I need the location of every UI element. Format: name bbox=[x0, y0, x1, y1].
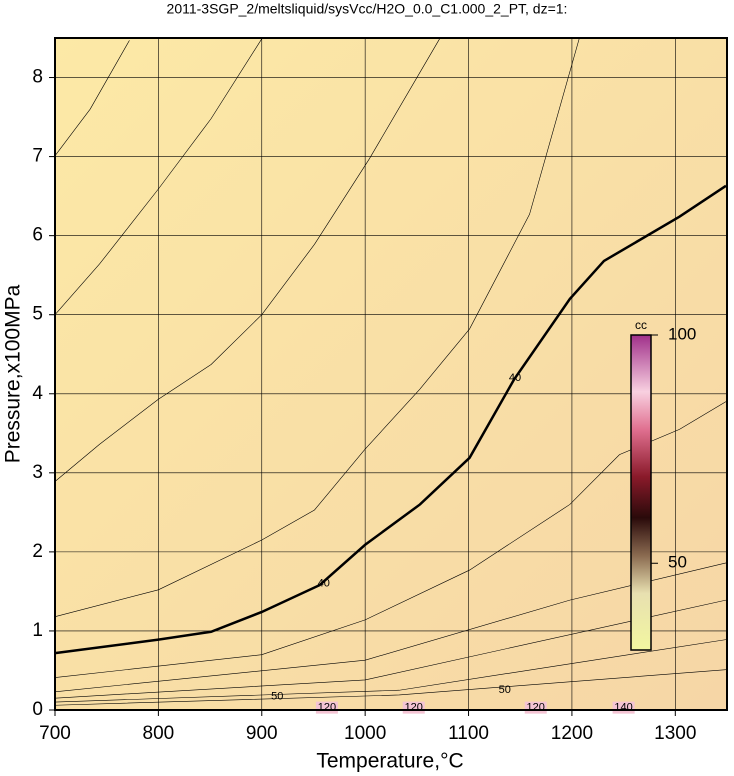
contour-label: 50 bbox=[271, 690, 283, 702]
contour-label: 50 bbox=[499, 684, 511, 696]
y-tick-label: 4 bbox=[32, 383, 43, 404]
plot-frame bbox=[54, 37, 728, 711]
contour-line bbox=[54, 599, 727, 699]
contour-line bbox=[54, 639, 727, 703]
colorbar: cc 50 100 bbox=[630, 318, 696, 651]
colorbar-label: cc bbox=[635, 318, 647, 332]
contour-line bbox=[54, 401, 727, 678]
y-tick-label: 6 bbox=[32, 225, 43, 246]
contour-label: 40 bbox=[509, 372, 521, 384]
contour-label: 120 bbox=[527, 702, 545, 714]
colorbar-tick-label: 50 bbox=[668, 553, 687, 572]
y-tick-label: 7 bbox=[32, 146, 43, 167]
x-tick-label: 900 bbox=[246, 723, 278, 744]
y-tick-label: 5 bbox=[32, 304, 43, 325]
contour-label: 120 bbox=[318, 702, 336, 714]
contour-line bbox=[54, 38, 440, 482]
colorbar-tick-label: 100 bbox=[668, 324, 696, 343]
y-tick-label: 3 bbox=[32, 462, 43, 483]
x-tick-label: 800 bbox=[143, 723, 175, 744]
plot-background bbox=[55, 38, 727, 710]
contour-line bbox=[54, 40, 130, 156]
contour-line bbox=[54, 184, 727, 655]
y-tick-label: 0 bbox=[32, 699, 43, 720]
y-tick-label: 2 bbox=[32, 541, 43, 562]
y-axis-label: Pressure,x100MPa bbox=[2, 284, 25, 463]
x-tick-label: 1200 bbox=[551, 723, 593, 744]
x-tick-label: 1100 bbox=[448, 723, 489, 744]
contour-line bbox=[54, 38, 580, 618]
x-tick-label: 1000 bbox=[344, 723, 386, 744]
contour-line bbox=[54, 669, 726, 706]
y-tick-label: 8 bbox=[32, 67, 43, 88]
chart-title: 2011-3SGP_2/meltsliquid/sysVcc/H2O_0.0_C… bbox=[167, 1, 568, 17]
x-axis-label: Temperature,°C bbox=[316, 750, 463, 773]
contour-label: 140 bbox=[614, 702, 632, 714]
contour-line bbox=[54, 38, 263, 315]
y-tick-label: 1 bbox=[32, 620, 43, 641]
contour-label: 120 bbox=[405, 702, 423, 714]
contour-label: 40 bbox=[318, 577, 330, 589]
x-tick-label: 1300 bbox=[654, 723, 696, 744]
x-tick-label: 700 bbox=[39, 723, 71, 744]
colorbar-scale bbox=[630, 334, 652, 651]
